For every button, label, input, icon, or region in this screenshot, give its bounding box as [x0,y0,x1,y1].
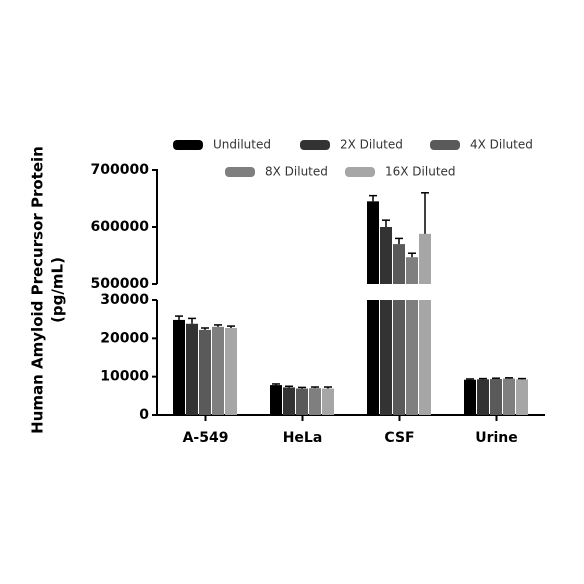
bar [419,300,431,415]
bar [406,257,418,284]
bar [503,378,515,415]
y-tick-label: 0 [139,407,149,423]
bar [367,201,379,284]
bar [419,233,431,284]
bar [380,227,392,284]
bar [464,379,476,415]
y-tick-label: 500000 [91,276,150,292]
legend-swatch [300,140,330,150]
legend-swatch [345,167,375,177]
bar [309,388,321,415]
legend-label: 4X Diluted [470,138,533,152]
legend-label: 8X Diluted [265,165,328,179]
legend-label: 2X Diluted [340,138,403,152]
legend-swatch [173,140,203,150]
legend-label: Undiluted [213,138,271,152]
bar [199,329,211,415]
bar [270,385,282,415]
x-tick-label: Urine [475,430,518,446]
bar [186,323,198,415]
bar [406,300,418,415]
bar [225,327,237,415]
legend-swatch [430,140,460,150]
legend-label: 16X Diluted [385,165,456,179]
y-tick-label: 10000 [100,369,149,385]
bar [173,319,185,415]
y-tick-label: 20000 [100,330,149,346]
bar [296,388,308,415]
bar [393,300,405,415]
y-tick-label: 600000 [91,219,150,235]
bar [380,300,392,415]
bar [393,244,405,284]
bar [322,388,334,415]
x-tick-label: A-549 [183,430,229,446]
y-tick-label: 30000 [100,292,149,308]
bar [283,387,295,415]
bar [490,378,502,415]
y-axis-label: (pg/mL) [49,257,67,323]
bar [516,379,528,415]
x-tick-label: HeLa [283,430,323,446]
y-axis-label: Human Amyloid Precursor Protein [29,146,47,434]
bar [477,379,489,415]
y-tick-label: 700000 [91,162,150,178]
x-tick-label: CSF [384,430,414,446]
bar [367,300,379,415]
legend-swatch [225,167,255,177]
bar [212,326,224,415]
